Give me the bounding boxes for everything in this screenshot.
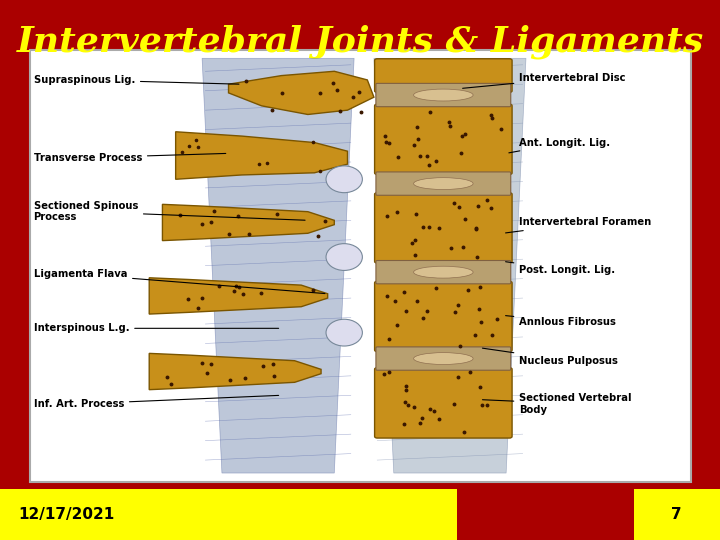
Polygon shape — [374, 58, 526, 473]
Bar — [133, 489, 457, 540]
FancyBboxPatch shape — [376, 172, 510, 195]
Ellipse shape — [326, 319, 362, 346]
FancyBboxPatch shape — [376, 83, 510, 107]
FancyBboxPatch shape — [374, 104, 512, 174]
Ellipse shape — [326, 244, 362, 271]
Text: Ligamenta Flava: Ligamenta Flava — [34, 269, 325, 294]
Ellipse shape — [326, 166, 362, 193]
Text: Nucleus Pulposus: Nucleus Pulposus — [482, 348, 618, 366]
Text: Post. Longit. Lig.: Post. Longit. Lig. — [505, 262, 616, 275]
Text: Inf. Art. Process: Inf. Art. Process — [34, 395, 279, 409]
Text: Transverse Process: Transverse Process — [34, 153, 226, 163]
FancyBboxPatch shape — [376, 260, 510, 284]
Ellipse shape — [413, 89, 473, 101]
Text: Intervertebral Joints & Ligaments: Intervertebral Joints & Ligaments — [17, 24, 703, 59]
Polygon shape — [149, 353, 321, 390]
FancyBboxPatch shape — [374, 368, 512, 438]
FancyBboxPatch shape — [376, 347, 510, 370]
Polygon shape — [228, 71, 374, 114]
Ellipse shape — [413, 353, 473, 364]
Text: 12/17/2021: 12/17/2021 — [19, 507, 114, 522]
Text: Sectioned Vertebral
Body: Sectioned Vertebral Body — [482, 393, 632, 415]
FancyBboxPatch shape — [374, 59, 512, 92]
Text: Supraspinous Lig.: Supraspinous Lig. — [34, 75, 239, 85]
Text: 7: 7 — [672, 507, 682, 522]
Polygon shape — [176, 132, 348, 179]
Text: Ant. Longit. Lig.: Ant. Longit. Lig. — [509, 138, 611, 153]
Bar — [0, 489, 133, 540]
Bar — [30, 50, 691, 482]
Polygon shape — [149, 278, 328, 314]
Ellipse shape — [413, 266, 473, 278]
Text: Interspinous L.g.: Interspinous L.g. — [34, 323, 279, 333]
Text: Sectioned Spinous
Process: Sectioned Spinous Process — [34, 201, 305, 222]
Ellipse shape — [413, 178, 473, 190]
Text: Annlous Fibrosus: Annlous Fibrosus — [505, 316, 616, 327]
Polygon shape — [163, 204, 334, 241]
Bar — [634, 489, 720, 540]
Text: Intervertebral Foramen: Intervertebral Foramen — [505, 218, 652, 233]
Polygon shape — [202, 58, 354, 473]
FancyBboxPatch shape — [374, 281, 512, 352]
Text: Intervertebral Disc: Intervertebral Disc — [463, 73, 626, 89]
FancyBboxPatch shape — [374, 193, 512, 263]
